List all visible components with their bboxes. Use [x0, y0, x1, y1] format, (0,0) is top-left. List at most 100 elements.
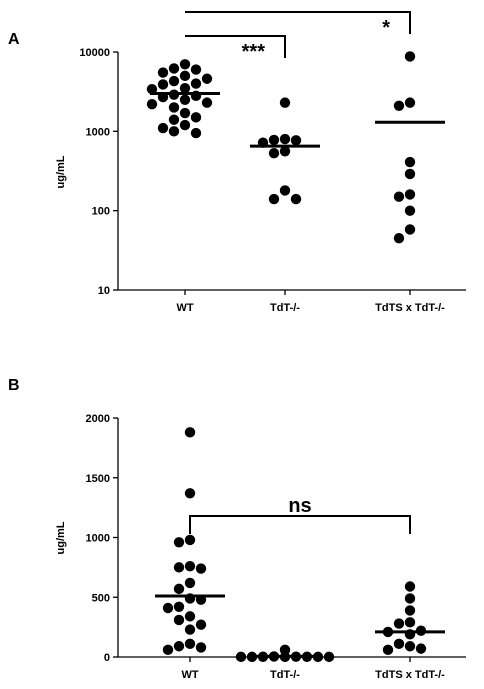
panel-b-means: [155, 594, 445, 658]
data-point: [173, 614, 185, 626]
data-point: [404, 168, 416, 180]
data-point: [179, 94, 191, 105]
data-point: [404, 593, 416, 604]
data-point: [195, 563, 207, 574]
data-point: [290, 135, 302, 146]
x-tick-label: TdT-/-: [270, 669, 300, 681]
panel-b-label: B: [8, 377, 20, 394]
data-point: [195, 642, 207, 653]
data-point: [184, 560, 196, 572]
data-point: [323, 651, 335, 663]
data-point: [279, 133, 291, 145]
data-point: [268, 148, 280, 159]
x-tick-label: TdTS x TdT-/-: [375, 302, 445, 314]
data-point: [404, 224, 416, 235]
panel-a-y-ticks: 10 100 1000 10000: [79, 47, 118, 297]
panel-b-x-ticks: WT TdT-/- TdTS x TdT-/-: [181, 657, 445, 681]
data-point: [184, 488, 196, 499]
data-point: [404, 189, 416, 200]
panel-a-label: A: [8, 31, 20, 48]
data-point: [173, 601, 185, 613]
x-tick-label: WT: [181, 669, 198, 681]
panel-a-y-axis-title: ug/mL: [55, 155, 67, 188]
data-point: [173, 641, 185, 652]
data-point: [404, 97, 416, 108]
data-point: [162, 602, 174, 614]
data-point: [173, 583, 185, 595]
x-tick-label: TdTS x TdT-/-: [375, 669, 445, 681]
data-point: [157, 122, 169, 134]
x-tick-label: WT: [176, 302, 193, 314]
data-point: [404, 617, 416, 628]
panel-a-means: [150, 91, 445, 148]
data-point: [404, 205, 416, 216]
data-point: [268, 193, 280, 205]
data-point: [184, 427, 196, 438]
y-tick-label: 100: [92, 206, 110, 218]
data-point: [393, 232, 405, 244]
data-point: [201, 73, 213, 84]
y-tick-label: 2000: [86, 413, 110, 425]
panel-b-brackets: ns: [189, 495, 411, 534]
x-tick-label: TdT-/-: [270, 302, 300, 314]
data-point: [168, 75, 180, 87]
data-point: [184, 638, 196, 650]
data-point: [179, 70, 191, 82]
significance-label: *: [382, 17, 390, 39]
data-point: [146, 83, 158, 95]
y-tick-label: 1500: [86, 473, 110, 485]
data-point: [190, 112, 202, 123]
y-tick-label: 10000: [79, 47, 110, 59]
data-point: [382, 644, 394, 656]
significance-bracket-full: [189, 515, 411, 534]
data-point: [393, 638, 405, 650]
data-point: [190, 78, 202, 89]
data-point: [290, 193, 302, 205]
data-point: [279, 185, 291, 196]
data-point: [235, 651, 247, 663]
panel-b-y-axis-title: ug/mL: [55, 521, 67, 554]
data-point: [179, 107, 191, 119]
data-point: [404, 581, 416, 592]
data-point: [195, 619, 207, 630]
data-point: [190, 127, 202, 139]
data-point: [157, 79, 169, 90]
y-tick-label: 10: [98, 285, 110, 297]
data-point: [168, 102, 180, 113]
data-point: [179, 82, 191, 94]
y-tick-label: 1000: [86, 126, 110, 138]
significance-bracket: [185, 35, 286, 58]
panel-b-y-ticks: 0 500 1000 1500 2000: [86, 413, 118, 664]
significance-label: ns: [288, 495, 311, 517]
data-point: [393, 191, 405, 202]
panel-a-x-ticks: WT TdT-/- TdTS x TdT-/-: [176, 290, 445, 314]
data-point: [393, 618, 405, 629]
data-point: [173, 537, 185, 548]
data-point: [201, 97, 213, 108]
data-point: [268, 134, 280, 146]
data-point: [404, 641, 416, 652]
data-point: [404, 51, 416, 62]
data-point: [184, 611, 196, 622]
data-point: [179, 119, 191, 131]
significance-bracket: [190, 515, 411, 534]
significance-label: ***: [242, 41, 266, 63]
data-point: [190, 64, 202, 75]
panel-a-points: [146, 51, 416, 244]
data-point: [146, 98, 158, 110]
data-point: [279, 146, 291, 157]
panel-a-brackets: ****: [185, 11, 411, 63]
data-point: [168, 63, 180, 74]
data-point: [404, 156, 416, 168]
data-point: [168, 126, 180, 137]
panel-b: B ug/mL 0 500 1000 1500 2000 WT TdT-/- TdTS x …: [8, 377, 466, 681]
data-point: [157, 67, 169, 78]
data-point: [393, 100, 405, 111]
y-tick-label: 0: [104, 652, 110, 664]
data-point: [179, 59, 191, 70]
panel-b-points: [162, 427, 427, 663]
y-tick-label: 1000: [86, 533, 110, 545]
data-point: [415, 643, 427, 654]
panel-a: A ug/mL 10 100 1000 10000 WT TdT-/- TdTS x Td…: [8, 11, 466, 314]
